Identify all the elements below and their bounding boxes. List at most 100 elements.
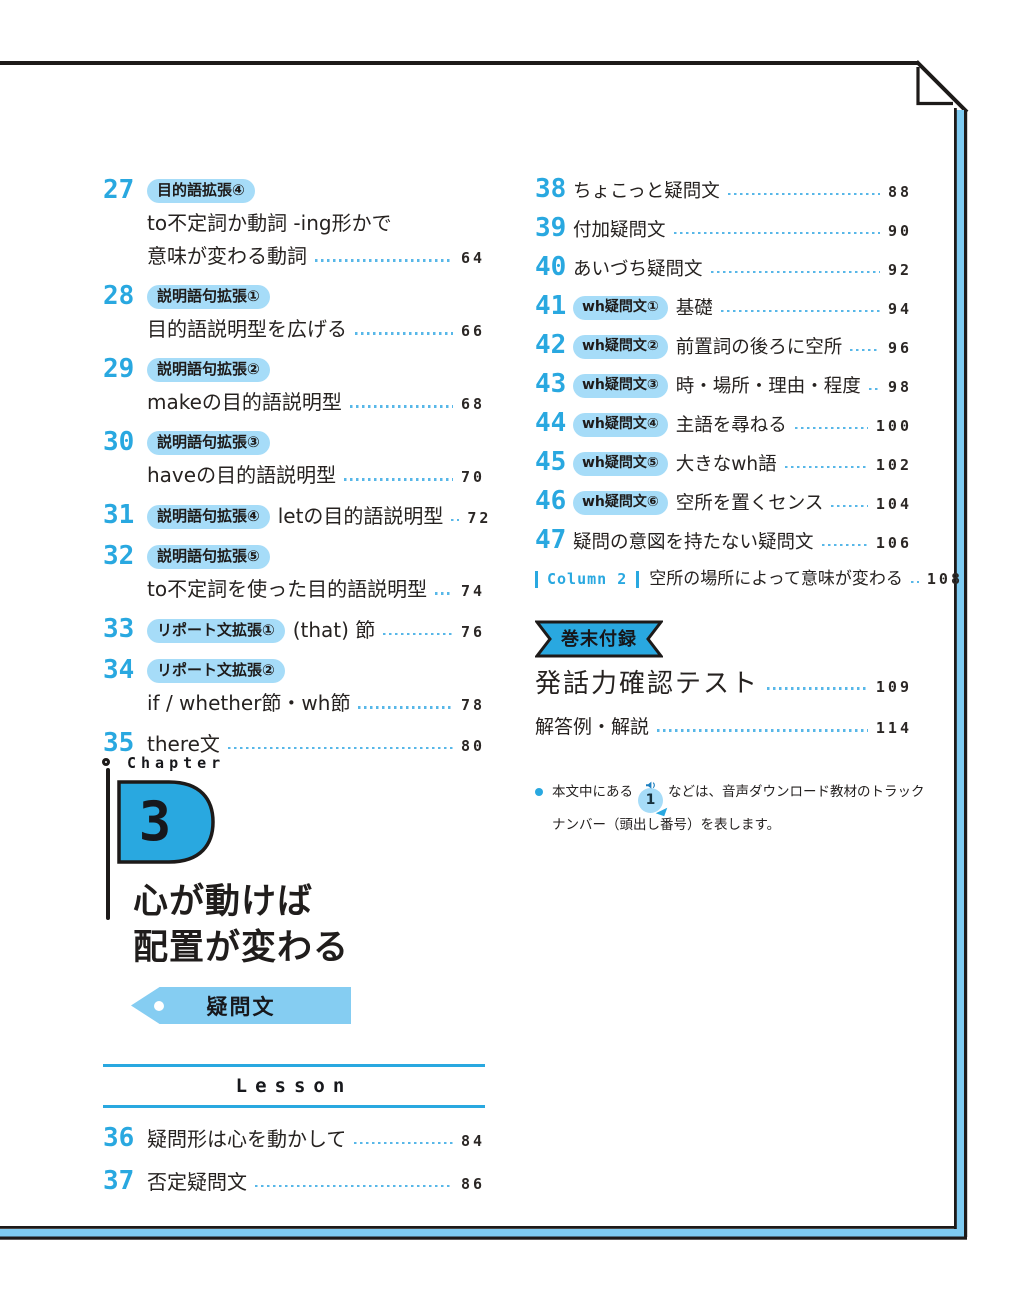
entry-title: 主語を尋ねる bbox=[675, 415, 787, 436]
dotted-leader bbox=[354, 1141, 453, 1145]
dotted-leader bbox=[451, 518, 460, 522]
entry-title: 空所を置くセンス bbox=[675, 493, 824, 514]
lesson-number: 35 bbox=[103, 728, 135, 758]
entry-title-line: 目的語説明型を広げる 66 bbox=[147, 313, 485, 348]
toc-entry-row: 38 ちょこっと疑問文 88 bbox=[535, 174, 912, 208]
entry-title: 否定疑問文 bbox=[147, 1170, 247, 1194]
category-badge: wh疑問文① bbox=[573, 296, 668, 320]
entry-title: 疑問形は心を動かして bbox=[147, 1127, 347, 1151]
toc-entry-row: 37 否定疑問文 86 bbox=[103, 1165, 485, 1201]
flag-pole bbox=[106, 768, 110, 920]
ribbon-shape bbox=[533, 620, 665, 658]
toc-entry: 31 説明語句拡張④ letの目的語説明型 72 bbox=[103, 499, 488, 535]
chapter-label: Chapter bbox=[127, 754, 226, 772]
page-number: 74 bbox=[460, 582, 485, 600]
toc-entry: 40 あいづち疑問文 92 bbox=[535, 252, 912, 286]
lesson-number: 42 bbox=[535, 330, 567, 360]
toc-entry: 44 wh疑問文④ 主語を尋ねる 100 bbox=[535, 408, 912, 442]
entry-title: 疑問の意図を持たない疑問文 bbox=[573, 532, 814, 553]
toc-entry-row: 47 疑問の意図を持たない疑問文 106 bbox=[535, 525, 912, 559]
entry-title: to不定詞か動詞 -ing形かで bbox=[147, 211, 392, 235]
category-badge: wh疑問文⑤ bbox=[573, 452, 668, 476]
toc-entry: 37 否定疑問文 86 bbox=[103, 1165, 485, 1201]
page-number: 108 bbox=[926, 570, 963, 588]
toc-entry-row: 32 説明語句拡張⑤ bbox=[103, 540, 485, 573]
toc-entry-row: 27 目的語拡張④ bbox=[103, 174, 485, 207]
dotted-leader bbox=[344, 478, 453, 481]
lesson-number: 34 bbox=[103, 655, 135, 685]
chapter-number: 3 bbox=[138, 789, 172, 853]
dotted-leader bbox=[794, 426, 868, 430]
dotted-leader bbox=[821, 543, 868, 547]
category-badge: wh疑問文⑥ bbox=[573, 491, 668, 515]
dotted-leader bbox=[850, 348, 880, 352]
toc-entry: 35 there文 80 bbox=[103, 727, 485, 763]
page-number: 114 bbox=[875, 719, 912, 737]
lesson-number: 29 bbox=[103, 354, 135, 384]
entry-title: if / whether節・wh節 bbox=[147, 691, 351, 715]
border-right-inner bbox=[954, 108, 957, 1229]
dotted-leader bbox=[349, 405, 453, 408]
lesson-number: 39 bbox=[535, 213, 567, 243]
appendix-title: 解答例・解説 bbox=[535, 716, 650, 738]
toc-column-right: 38 ちょこっと疑問文 88 39 付加疑問文 90 40 あいづち疑問文 92 41 wh疑問文①… bbox=[533, 174, 960, 837]
flag-pole-cap-icon bbox=[102, 758, 110, 766]
toc-entry-row: 39 付加疑問文 90 bbox=[535, 213, 912, 247]
toc-entry: 28 説明語句拡張① 目的語説明型を広げる 66 bbox=[103, 280, 485, 348]
toc-entry-row: 44 wh疑問文④ 主語を尋ねる 100 bbox=[535, 408, 912, 442]
toc-entry: 33 リポート文拡張① (that) 節 76 bbox=[103, 613, 485, 649]
toc-entry: 43 wh疑問文③ 時・場所・理由・程度 98 bbox=[535, 369, 912, 403]
entry-title-line: 意味が変わる動詞 64 bbox=[147, 240, 485, 275]
toc-entry-row: 43 wh疑問文③ 時・場所・理由・程度 98 bbox=[535, 369, 912, 403]
appendix-entry: 解答例・解説 114 bbox=[535, 709, 912, 746]
chapter-flag-icon bbox=[117, 780, 215, 864]
page-number: 109 bbox=[875, 678, 912, 696]
fold-flap bbox=[916, 67, 953, 106]
appendix-title: 発話力確認テスト bbox=[535, 669, 760, 699]
lesson-number: 36 bbox=[103, 1123, 135, 1153]
dotted-leader bbox=[710, 270, 880, 274]
border-right-stripe bbox=[956, 110, 964, 1232]
category-badge: wh疑問文④ bbox=[573, 413, 668, 437]
category-badge: 説明語句拡張③ bbox=[147, 430, 270, 455]
category-badge: 説明語句拡張② bbox=[147, 357, 270, 382]
entry-title: there文 bbox=[147, 732, 220, 756]
page-number: 78 bbox=[460, 696, 485, 714]
audio-track-number: 1 bbox=[645, 792, 656, 808]
toc-entry-row: 46 wh疑問文⑥ 空所を置くセンス 104 bbox=[535, 486, 912, 520]
page-number: 98 bbox=[887, 378, 912, 396]
entry-title: 意味が変わる動詞 bbox=[147, 244, 307, 268]
category-badge: リポート文拡張① bbox=[147, 619, 285, 643]
lesson-number: 47 bbox=[535, 525, 567, 555]
lesson-number: 30 bbox=[103, 427, 135, 457]
page-number: 88 bbox=[887, 183, 912, 201]
dotted-leader bbox=[767, 687, 868, 690]
lesson-number: 45 bbox=[535, 447, 567, 477]
entry-title: 目的語説明型を広げる bbox=[147, 317, 347, 341]
dotted-leader bbox=[831, 504, 868, 508]
page-number: 80 bbox=[460, 737, 485, 755]
page-number: 96 bbox=[887, 339, 912, 357]
border-bottom-stripe bbox=[0, 1229, 964, 1237]
lesson-number: 38 bbox=[535, 174, 567, 204]
entry-title: 基礎 bbox=[675, 298, 713, 319]
toc-entry: 47 疑問の意図を持たない疑問文 106 bbox=[535, 525, 912, 559]
page-number: 68 bbox=[460, 395, 485, 413]
entry-title: to不定詞を使った目的語説明型 bbox=[147, 577, 428, 601]
lesson-number: 33 bbox=[103, 614, 135, 644]
dotted-leader bbox=[383, 632, 453, 636]
entry-title-line: haveの目的語説明型 70 bbox=[147, 459, 485, 494]
toc-entry: 46 wh疑問文⑥ 空所を置くセンス 104 bbox=[535, 486, 912, 520]
toc-entry: 30 説明語句拡張③ haveの目的語説明型 70 bbox=[103, 426, 485, 494]
dotted-leader bbox=[255, 1184, 453, 1188]
entry-title: 大きなwh語 bbox=[675, 454, 777, 475]
category-badge: 説明語句拡張④ bbox=[147, 505, 270, 529]
toc-entry: 36 疑問形は心を動かして 84 bbox=[103, 1122, 485, 1158]
entry-title-line: if / whether節・wh節 78 bbox=[147, 687, 485, 722]
page-number: 104 bbox=[875, 495, 912, 513]
dotted-leader bbox=[784, 465, 868, 469]
toc-column-left: 27 目的語拡張④ to不定詞か動詞 -ing形かで意味が変わる動詞 64 28 説明語句… bbox=[103, 174, 488, 768]
category-badge: 目的語拡張④ bbox=[147, 178, 255, 203]
page-number: 84 bbox=[460, 1132, 485, 1150]
dotted-leader bbox=[227, 746, 453, 750]
